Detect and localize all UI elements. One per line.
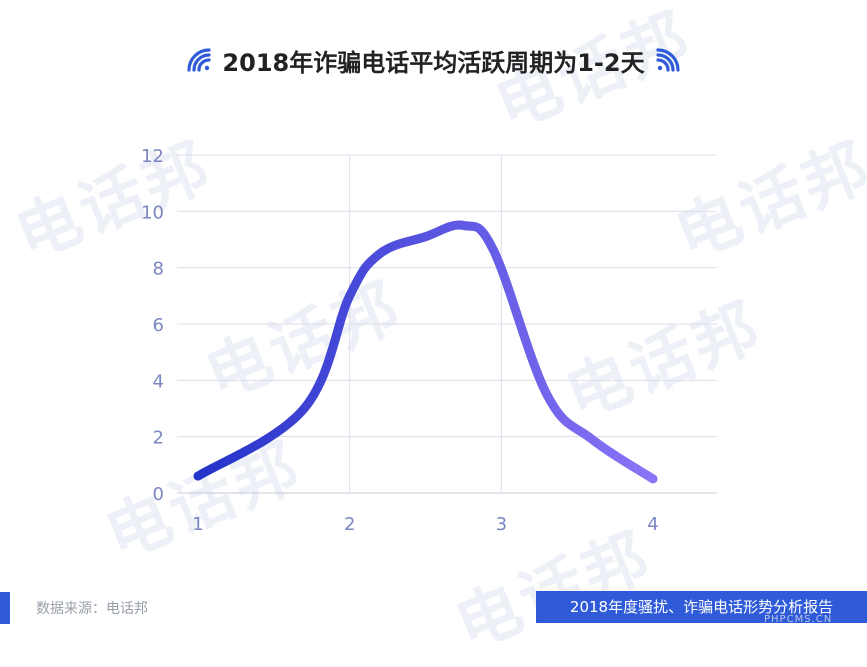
x-tick-label: 3 [496, 514, 507, 535]
y-tick-label: 8 [153, 259, 164, 280]
footer-accent-bar [0, 592, 10, 624]
y-tick-label: 6 [153, 315, 164, 336]
chart-title: 2018年诈骗电话平均活跃周期为1-2天 [222, 48, 645, 77]
y-tick-label: 12 [141, 146, 164, 167]
y-tick-label: 0 [153, 484, 164, 505]
signal-waves-icon [187, 48, 212, 72]
series-line [193, 220, 658, 484]
site-watermark: PHPCMS.CN [764, 614, 833, 625]
report-title-badge: 2018年度骚扰、诈骗电话形势分析报告 [536, 591, 867, 623]
chart-title-row: 2018年诈骗电话平均活跃周期为1-2天 [0, 40, 867, 80]
x-tick-label: 4 [647, 514, 658, 535]
y-tick-label: 4 [153, 371, 164, 392]
signal-waves-icon [655, 48, 680, 72]
data-source: 数据来源：电话邦 [36, 601, 148, 617]
x-tick-label: 2 [344, 514, 355, 535]
x-tick-label: 1 [192, 514, 203, 535]
y-tick-label: 10 [141, 202, 164, 223]
y-tick-label: 2 [153, 428, 164, 449]
